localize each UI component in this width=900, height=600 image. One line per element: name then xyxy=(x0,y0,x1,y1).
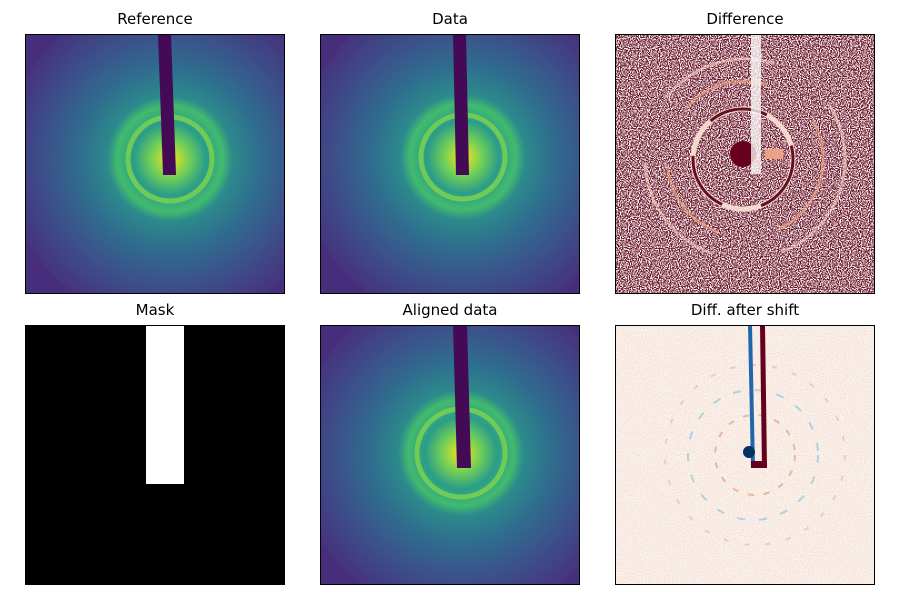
panel-title: Mask xyxy=(135,301,175,319)
data-image xyxy=(320,34,580,294)
panel-aligned-data: Aligned data xyxy=(320,301,580,585)
aligned-data-image xyxy=(320,325,580,585)
panel-reference: Reference xyxy=(25,10,285,294)
panel-difference: Difference xyxy=(615,10,875,294)
panel-title: Difference xyxy=(706,10,784,28)
diff-after-shift-image xyxy=(615,325,875,585)
panel-title: Aligned data xyxy=(402,301,498,319)
reference-image xyxy=(25,34,285,294)
panel-title: Diff. after shift xyxy=(690,301,800,319)
difference-image xyxy=(615,34,875,294)
panel-title: Reference xyxy=(117,10,193,28)
panel-mask: Mask xyxy=(25,301,285,585)
mask-image xyxy=(25,325,285,585)
panel-title: Data xyxy=(432,10,468,28)
panel-data: Data xyxy=(320,10,580,294)
panel-diff-after-shift: Diff. after shift xyxy=(615,301,875,585)
